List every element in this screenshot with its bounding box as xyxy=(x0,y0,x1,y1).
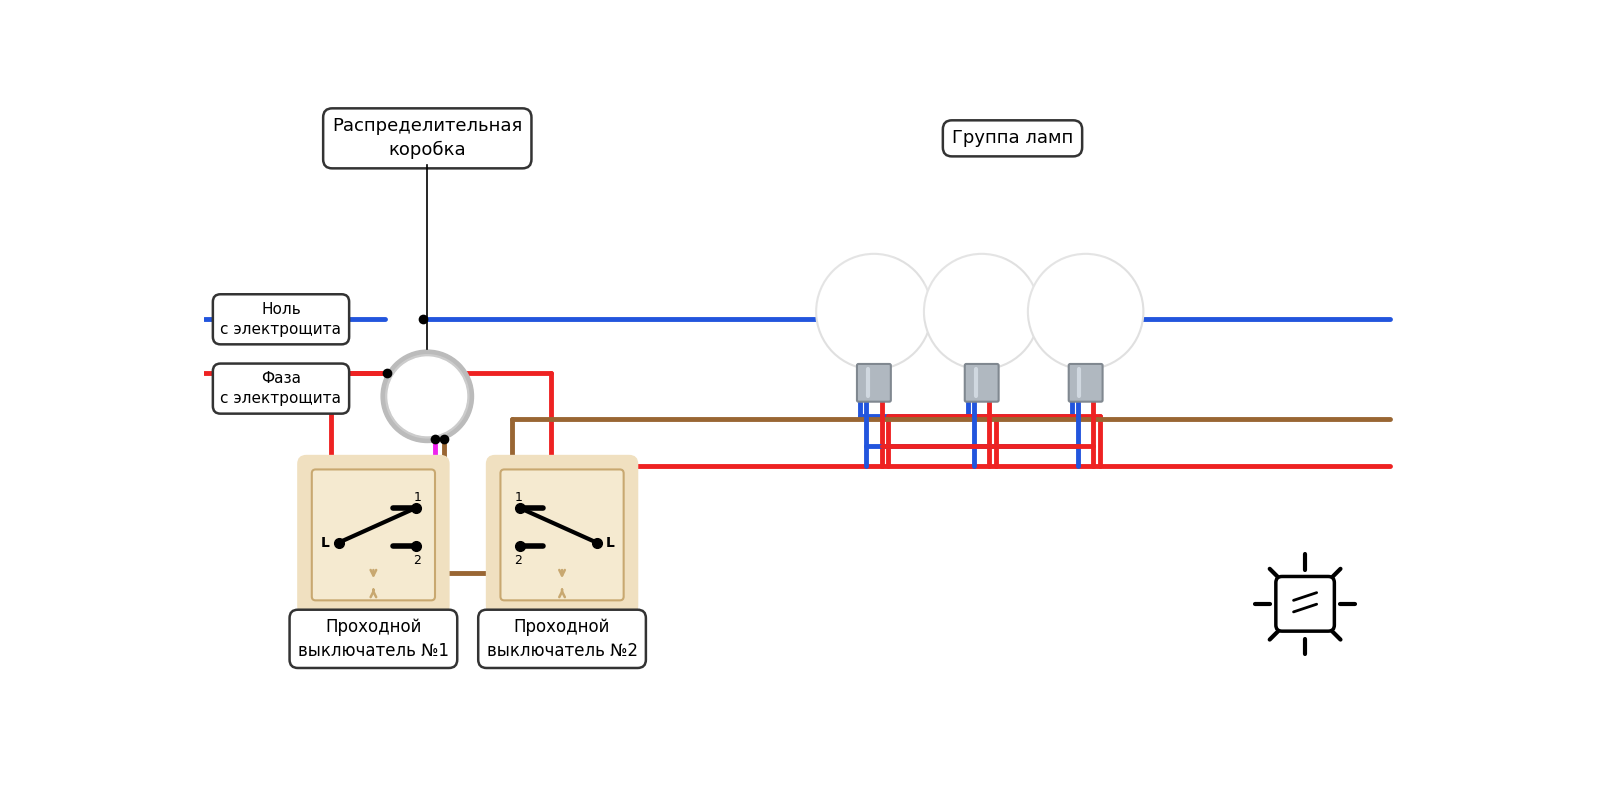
Text: Проходной
выключатель №2: Проходной выключатель №2 xyxy=(486,618,637,660)
Text: 2: 2 xyxy=(514,554,522,567)
Circle shape xyxy=(813,248,917,352)
Text: 1: 1 xyxy=(413,490,421,504)
FancyBboxPatch shape xyxy=(965,364,998,402)
FancyBboxPatch shape xyxy=(501,470,624,600)
Circle shape xyxy=(386,354,469,438)
Circle shape xyxy=(1027,254,1144,370)
Circle shape xyxy=(944,271,1002,329)
Circle shape xyxy=(392,362,462,431)
Circle shape xyxy=(1048,271,1106,329)
Circle shape xyxy=(826,260,906,341)
Circle shape xyxy=(381,350,474,442)
Text: Проходной
выключатель №1: Проходной выключатель №1 xyxy=(298,618,450,660)
Text: 1: 1 xyxy=(514,490,522,504)
Circle shape xyxy=(923,254,1040,370)
Circle shape xyxy=(933,260,1013,341)
FancyBboxPatch shape xyxy=(1275,577,1334,631)
Circle shape xyxy=(1026,248,1130,352)
FancyBboxPatch shape xyxy=(312,470,435,600)
Circle shape xyxy=(389,357,467,435)
Circle shape xyxy=(816,254,931,370)
Text: L: L xyxy=(606,536,614,550)
FancyBboxPatch shape xyxy=(858,364,891,402)
Circle shape xyxy=(922,248,1026,352)
FancyBboxPatch shape xyxy=(1069,364,1102,402)
Text: 2: 2 xyxy=(413,554,421,567)
FancyBboxPatch shape xyxy=(298,455,450,615)
Circle shape xyxy=(1037,260,1117,341)
Text: Фаза
с электрощита: Фаза с электрощита xyxy=(221,371,341,406)
FancyBboxPatch shape xyxy=(486,455,638,615)
Text: L: L xyxy=(320,536,330,550)
Circle shape xyxy=(405,373,432,401)
Text: Группа ламп: Группа ламп xyxy=(952,130,1074,147)
Text: Распределительная
коробка: Распределительная коробка xyxy=(333,118,523,159)
Text: Ноль
с электрощита: Ноль с электрощита xyxy=(221,302,341,337)
Circle shape xyxy=(400,369,454,424)
Circle shape xyxy=(837,271,894,329)
Circle shape xyxy=(406,375,448,417)
